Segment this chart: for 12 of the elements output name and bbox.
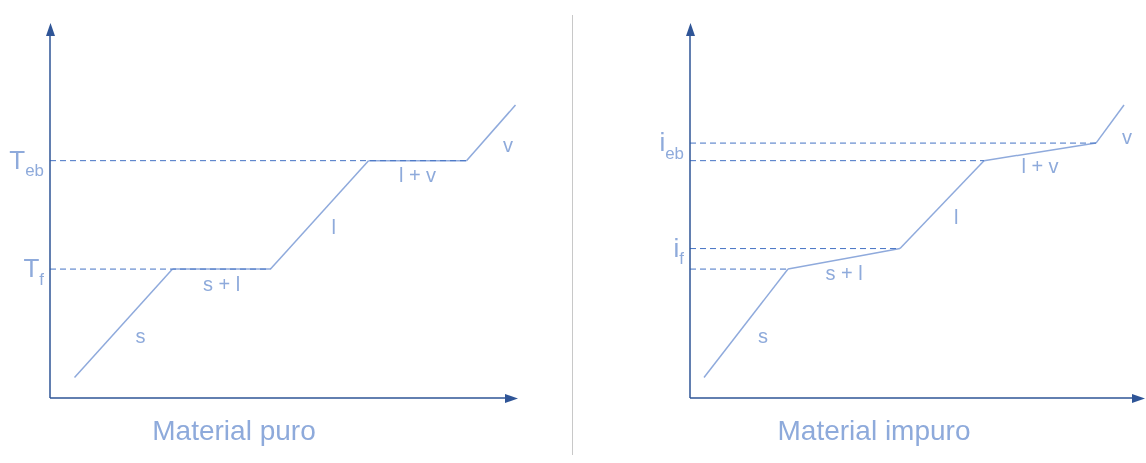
series-label: s	[758, 324, 768, 347]
series-label: s	[135, 324, 146, 347]
series-label: l	[331, 216, 336, 239]
series-label: s + l	[202, 272, 241, 295]
series-label: l	[954, 206, 959, 229]
series-label: s + l	[825, 262, 863, 285]
series-label: l + v	[398, 164, 437, 187]
series-label: l + v	[1021, 155, 1059, 178]
x-axis-title: Material puro	[152, 415, 316, 446]
series-label: v	[1122, 125, 1132, 148]
x-axis-title: Material impuro	[777, 415, 971, 446]
series-label: v	[503, 134, 513, 157]
